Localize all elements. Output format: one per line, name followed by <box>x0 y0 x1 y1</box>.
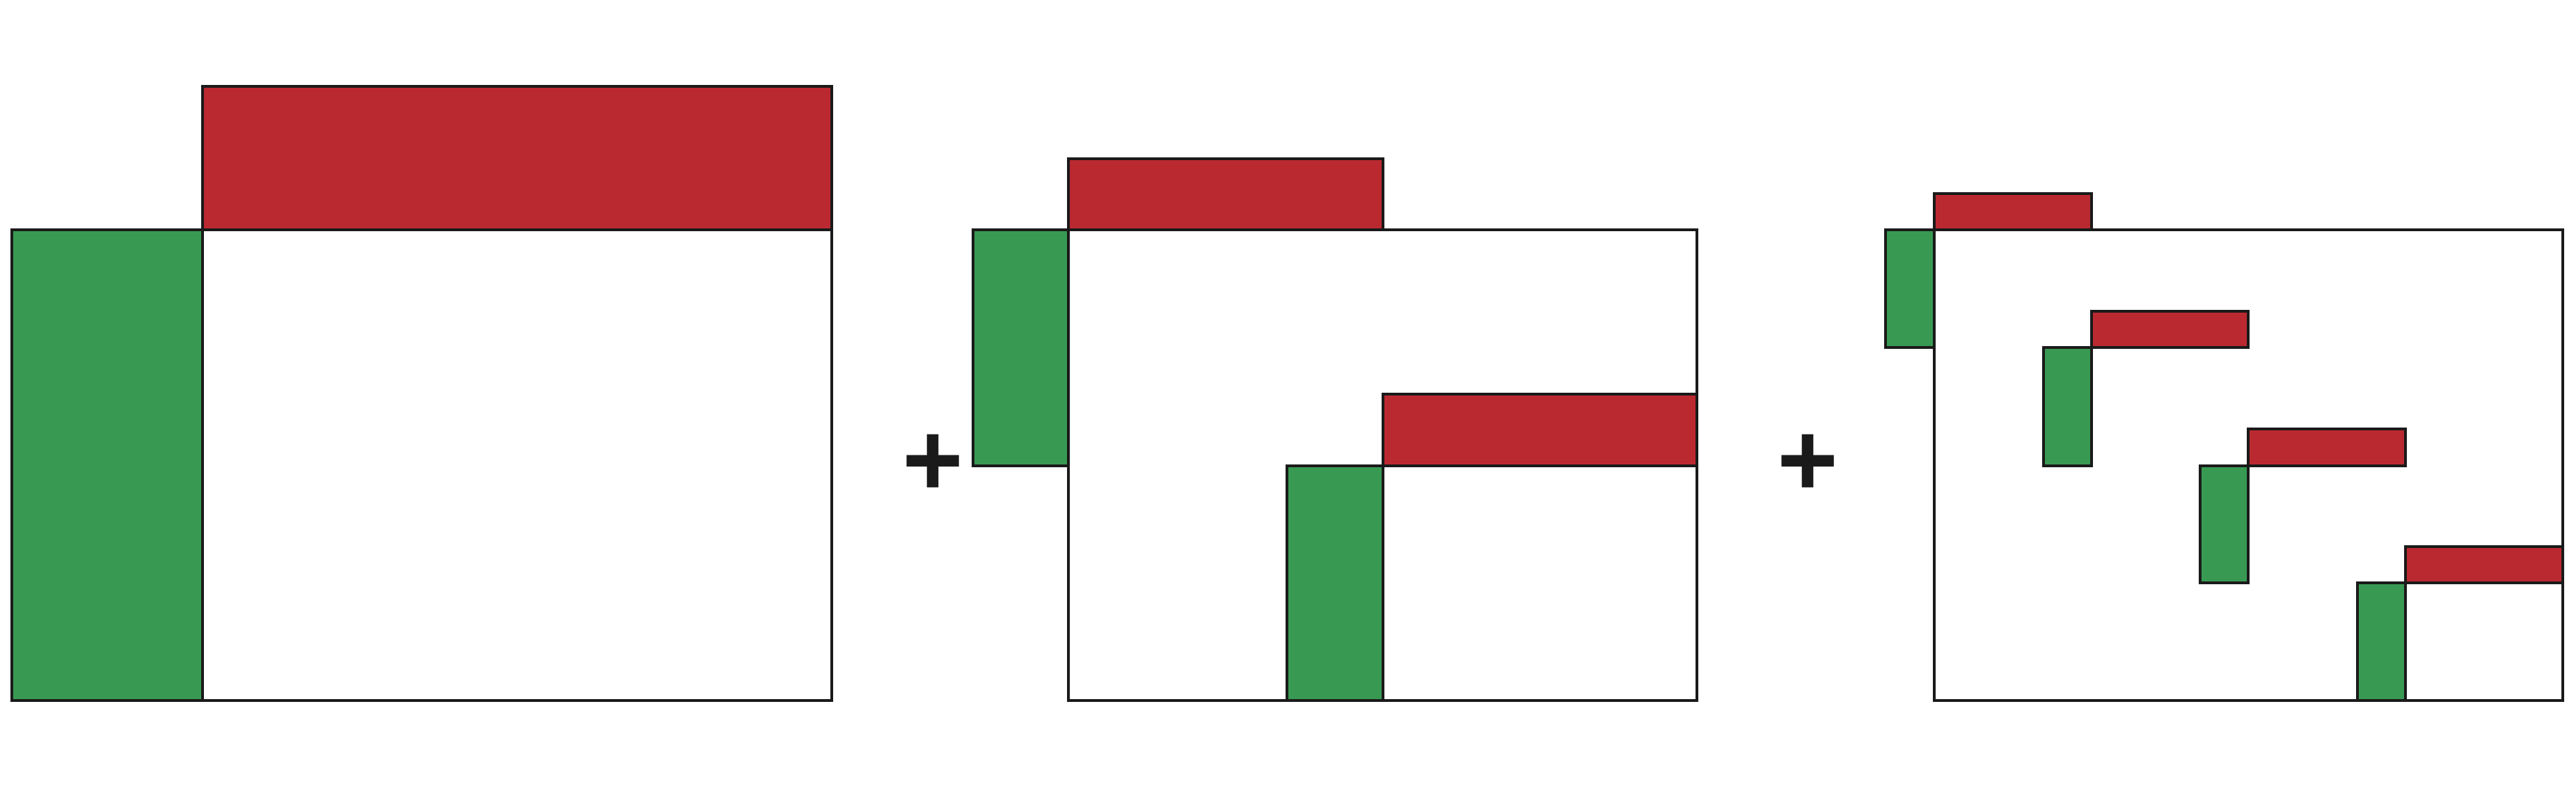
panel-3-red-block-1 <box>1933 192 2093 231</box>
panel-3-green-block-1 <box>1884 228 1936 349</box>
panel-3-green-block-4 <box>2356 581 2407 702</box>
plus-sign-2: + <box>1777 401 1838 518</box>
panel-1-green-block-1 <box>10 228 204 702</box>
panel-1 <box>10 85 833 702</box>
panel-3-green-block-3 <box>2199 464 2250 584</box>
panel-3-red-block-3 <box>2247 428 2407 467</box>
panel-2-red-block-2 <box>1382 393 1698 467</box>
panel-3 <box>1884 192 2564 702</box>
panel-3-red-block-2 <box>2090 310 2250 349</box>
panel-2-green-block-1 <box>972 228 1070 467</box>
panel-3-green-block-2 <box>2042 346 2093 467</box>
plus-sign-1: + <box>902 401 963 518</box>
panel-2-red-block-1 <box>1067 157 1384 231</box>
panel-1-red-block-1 <box>201 85 833 231</box>
panel-3-red-block-4 <box>2404 545 2564 584</box>
panel-2-green-block-2 <box>1286 464 1384 702</box>
panel-2 <box>972 157 1698 702</box>
panel-1-matrix <box>201 228 833 702</box>
